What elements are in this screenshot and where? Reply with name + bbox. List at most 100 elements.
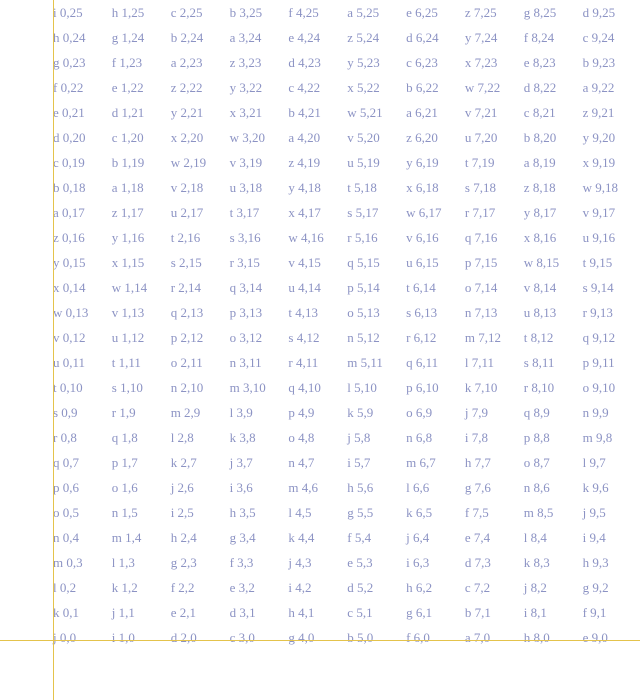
grid-cell: o 8,7 — [523, 455, 550, 470]
grid-cell: f 8,24 — [523, 30, 555, 45]
grid-cell: i 0,25 — [53, 5, 83, 20]
grid-cell: c 2,25 — [170, 5, 203, 20]
grid-cell: f 4,25 — [288, 5, 319, 20]
grid-cell: g 0,23 — [53, 55, 86, 70]
grid-cell: e 8,23 — [523, 55, 556, 70]
grid-cell: w 8,15 — [523, 255, 560, 270]
grid-cell: k 9,6 — [582, 480, 609, 495]
grid-cell: c 1,20 — [111, 130, 144, 145]
grid-cell: j 8,2 — [523, 580, 547, 595]
grid-cell: d 3,1 — [229, 605, 256, 620]
grid-cell: k 5,9 — [347, 405, 374, 420]
grid-cell: h 9,3 — [582, 555, 609, 570]
grid-cell: n 5,12 — [347, 330, 380, 345]
grid-cell: g 9,2 — [582, 580, 609, 595]
grid-cell: k 3,8 — [229, 430, 256, 445]
grid-cell: r 0,8 — [53, 430, 77, 445]
grid-cell: l 6,6 — [406, 480, 430, 495]
grid-cell: o 6,9 — [406, 405, 433, 420]
grid-cell: w 6,17 — [406, 205, 442, 220]
grid-cell: x 7,23 — [464, 55, 498, 70]
grid-cell: g 2,3 — [170, 555, 197, 570]
grid-cell: f 0,22 — [53, 80, 84, 95]
grid-cell: u 3,18 — [229, 180, 263, 195]
grid-cell: o 0,5 — [53, 505, 79, 520]
grid-cell: w 5,21 — [347, 105, 383, 120]
grid-cell: y 8,17 — [523, 205, 557, 220]
grid-cell: b 8,20 — [523, 130, 557, 145]
grid-cell: g 7,6 — [464, 480, 491, 495]
grid-cell: x 5,22 — [347, 80, 380, 95]
grid-cell: x 4,17 — [288, 205, 321, 220]
grid-cell: o 7,14 — [464, 280, 498, 295]
grid-cell: v 0,12 — [53, 330, 86, 345]
grid-cell: a 4,20 — [288, 130, 321, 145]
grid-cell: j 9,5 — [582, 505, 606, 520]
grid-cell: c 5,1 — [347, 605, 373, 620]
grid-cell: m 4,6 — [288, 480, 319, 495]
grid-cell: r 1,9 — [111, 405, 136, 420]
grid-cell: b 3,25 — [229, 5, 263, 20]
grid-cell: s 5,17 — [347, 205, 379, 220]
grid-cell: g 5,5 — [347, 505, 374, 520]
grid-cell: y 1,16 — [111, 230, 145, 245]
grid-cell: d 4,23 — [288, 55, 321, 70]
grid-cell: j 0,0 — [53, 630, 77, 645]
grid-cell: v 7,21 — [464, 105, 498, 120]
grid-cell: n 8,6 — [523, 480, 550, 495]
grid-cell: m 5,11 — [347, 355, 383, 370]
vertical-axis-line — [53, 0, 54, 700]
grid-cell: e 4,24 — [288, 30, 321, 45]
grid-cell: x 3,21 — [229, 105, 263, 120]
grid-cell: u 4,14 — [288, 280, 321, 295]
grid-cell: h 2,4 — [170, 530, 197, 545]
grid-cell: m 7,12 — [464, 330, 502, 345]
grid-cell: q 8,9 — [523, 405, 550, 420]
grid-cell: h 5,6 — [347, 480, 374, 495]
grid-cell: z 6,20 — [406, 130, 438, 145]
grid-cell: b 9,23 — [582, 55, 616, 70]
grid-cell: v 2,18 — [170, 180, 204, 195]
grid-cell: q 7,16 — [464, 230, 498, 245]
grid-cell: i 6,3 — [406, 555, 430, 570]
grid-cell: g 1,24 — [111, 30, 145, 45]
grid-cell: m 2,9 — [170, 405, 201, 420]
grid-cell: p 7,15 — [464, 255, 498, 270]
grid-cell: b 5,0 — [347, 630, 374, 645]
grid-cell: a 3,24 — [229, 30, 262, 45]
grid-cell: v 6,16 — [406, 230, 439, 245]
grid-cell: m 1,4 — [111, 530, 142, 545]
grid-cell: q 2,13 — [170, 305, 204, 320]
grid-cell: s 0,9 — [53, 405, 78, 420]
grid-cell: a 8,19 — [523, 155, 556, 170]
grid-cell: t 8,12 — [523, 330, 554, 345]
grid-cell: w 4,16 — [288, 230, 324, 245]
grid-cell: m 8,5 — [523, 505, 554, 520]
grid-cell: t 3,17 — [229, 205, 260, 220]
grid-cell: f 7,5 — [464, 505, 489, 520]
grid-cell: u 7,20 — [464, 130, 498, 145]
grid-cell: q 5,15 — [347, 255, 380, 270]
grid-cell: s 2,15 — [170, 255, 202, 270]
grid-cell: r 4,11 — [288, 355, 319, 370]
grid-cell: k 7,10 — [464, 380, 498, 395]
grid-cell: i 9,4 — [582, 530, 606, 545]
grid-cell: q 3,14 — [229, 280, 263, 295]
grid-cell: u 6,15 — [406, 255, 439, 270]
grid-cell: s 9,14 — [582, 280, 614, 295]
grid-cell: r 9,13 — [582, 305, 613, 320]
grid-cell: e 5,3 — [347, 555, 373, 570]
grid-cell: e 7,4 — [464, 530, 491, 545]
grid-cell: n 7,13 — [464, 305, 498, 320]
grid-cell: z 2,22 — [170, 80, 203, 95]
grid-cell: x 2,20 — [170, 130, 204, 145]
grid-cell: d 5,2 — [347, 580, 374, 595]
grid-cell: s 1,10 — [111, 380, 143, 395]
grid-cell: c 3,0 — [229, 630, 255, 645]
grid-cell: g 8,25 — [523, 5, 557, 20]
grid-cell: b 0,18 — [53, 180, 86, 195]
grid-cell: z 1,17 — [111, 205, 144, 220]
grid-cell: z 8,18 — [523, 180, 556, 195]
grid-cell: t 6,14 — [406, 280, 436, 295]
grid-cell: f 3,3 — [229, 555, 254, 570]
